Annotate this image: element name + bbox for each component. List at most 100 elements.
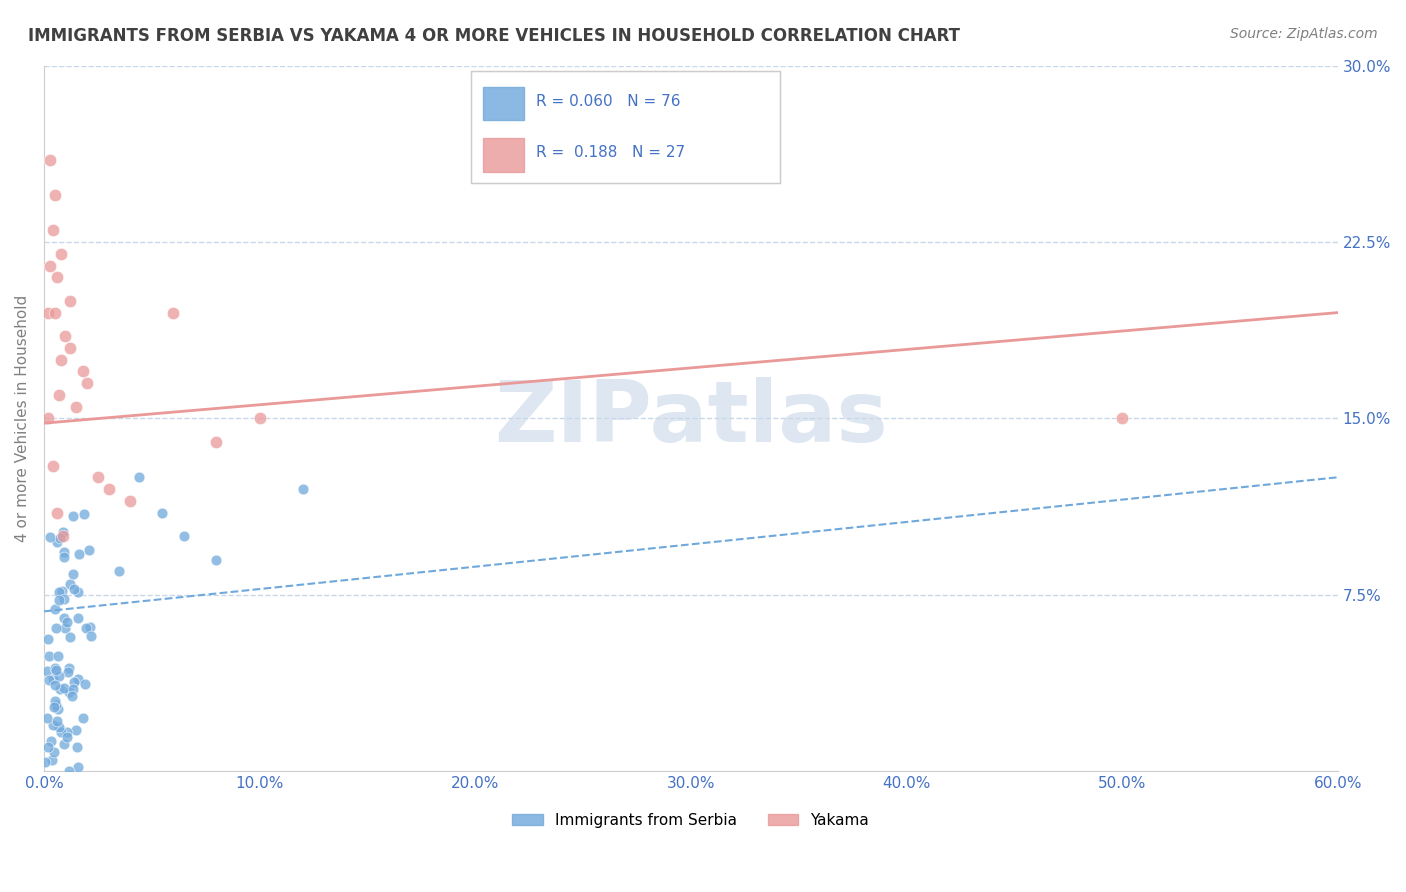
Y-axis label: 4 or more Vehicles in Household: 4 or more Vehicles in Household [15, 295, 30, 542]
Point [49, 681, 72, 696]
Point [63, 675, 86, 690]
Point [58, 661, 80, 675]
Point [53, 545, 76, 559]
Point [152, 506, 174, 520]
Point [48, 593, 70, 607]
Text: R =  0.188   N = 27: R = 0.188 N = 27 [536, 145, 685, 161]
Point [59, 577, 82, 591]
Point [56, 665, 79, 679]
Point [49, 531, 72, 545]
Point [67, 585, 90, 599]
Point [76, 376, 98, 391]
Point [39, 259, 62, 273]
Point [67, 672, 90, 686]
Point [108, 565, 131, 579]
Point [44, 602, 66, 616]
Point [46, 535, 69, 549]
Point [55, 724, 77, 739]
Point [38, 648, 60, 663]
Point [205, 435, 228, 450]
Point [42, 746, 65, 760]
Point [44, 678, 66, 692]
Point [45, 270, 67, 285]
Point [55, 329, 77, 343]
Point [56, 615, 79, 629]
Point [45, 506, 67, 520]
Point [34, 755, 56, 769]
Point [58, 764, 80, 778]
Point [59, 630, 82, 644]
Point [87, 470, 110, 484]
Point [97, 482, 120, 496]
Point [46, 702, 69, 716]
Point [291, 482, 314, 496]
Point [44, 694, 66, 708]
Point [72, 364, 94, 378]
Point [44, 663, 66, 677]
Point [53, 621, 76, 635]
Point [37, 740, 59, 755]
Point [44, 188, 66, 202]
Point [48, 648, 70, 663]
Point [38, 530, 60, 544]
Point [46, 714, 69, 728]
Point [63, 582, 86, 596]
Point [52, 549, 75, 564]
Point [62, 689, 84, 703]
Point [44, 661, 66, 675]
Point [41, 672, 63, 686]
Point [205, 552, 228, 566]
Point [75, 621, 97, 635]
Point [59, 293, 82, 308]
Text: R = 0.060   N = 76: R = 0.060 N = 76 [536, 94, 681, 109]
Point [49, 352, 72, 367]
Point [39, 734, 62, 748]
Legend: Immigrants from Serbia, Yakama: Immigrants from Serbia, Yakama [506, 807, 876, 834]
Point [173, 529, 195, 543]
Point [72, 711, 94, 725]
Point [53, 591, 76, 606]
Point [65, 400, 87, 414]
Point [48, 669, 70, 683]
Point [52, 524, 75, 539]
Point [49, 725, 72, 739]
Point [73, 507, 96, 521]
Point [37, 632, 59, 646]
Point [73, 676, 96, 690]
Point [48, 720, 70, 734]
Point [62, 682, 84, 697]
Point [37, 711, 59, 725]
Point [1111, 411, 1133, 425]
Point [41, 718, 63, 732]
Point [66, 760, 89, 774]
Point [52, 529, 75, 543]
Point [79, 629, 101, 643]
Point [41, 458, 63, 473]
Point [52, 610, 75, 624]
Point [65, 723, 87, 738]
Point [79, 620, 101, 634]
Point [45, 698, 67, 712]
Point [49, 247, 72, 261]
Point [77, 543, 100, 558]
Text: Source: ZipAtlas.com: Source: ZipAtlas.com [1230, 27, 1378, 41]
Point [53, 681, 76, 695]
Point [37, 305, 59, 319]
Point [62, 508, 84, 523]
Point [128, 470, 150, 484]
Point [45, 622, 67, 636]
Point [66, 739, 89, 754]
Point [41, 753, 63, 767]
Point [48, 388, 70, 402]
Point [62, 567, 84, 582]
Point [39, 153, 62, 167]
Point [162, 305, 184, 319]
Point [120, 493, 142, 508]
Point [59, 341, 82, 355]
Point [42, 700, 65, 714]
Bar [484, 138, 523, 171]
Point [58, 685, 80, 699]
Point [67, 611, 90, 625]
Point [35, 664, 58, 678]
Text: ZIPatlas: ZIPatlas [494, 377, 887, 460]
